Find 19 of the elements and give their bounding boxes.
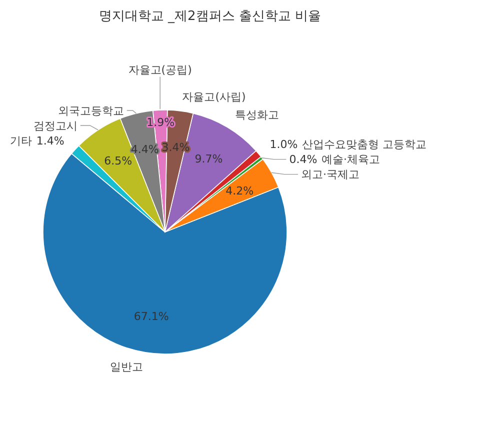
data-label: 1.9% [146, 116, 175, 130]
slice-label: 외국고등학교 [58, 104, 124, 118]
slice-label: 산업수요맞춤형 고등학교 [302, 138, 427, 152]
slice-label: 외고·국제고 [301, 168, 360, 182]
data-label: 4.2% [226, 184, 254, 198]
slice-label: 특성화고 [235, 108, 280, 122]
slice-label: 자율고(공립) [128, 64, 192, 77]
data-label: 1.4% [36, 134, 64, 148]
data-label: 0.4% [289, 153, 318, 166]
chart-title: 명지대학교 _제2캠퍼스 출신학교 비율 [98, 9, 322, 24]
slice-label: 자율고(사립) [182, 90, 246, 104]
data-label: 67.1% [134, 310, 169, 324]
slice-label: 일반고 [110, 360, 144, 374]
slice-label: 예술·체육고 [322, 153, 380, 166]
slice-label: 기타 [10, 134, 32, 148]
data-label: 1.0% [270, 138, 298, 152]
data-label: 9.7% [194, 152, 223, 166]
data-label: 6.5% [104, 154, 132, 168]
slice-label: 검정고시 [33, 119, 78, 132]
